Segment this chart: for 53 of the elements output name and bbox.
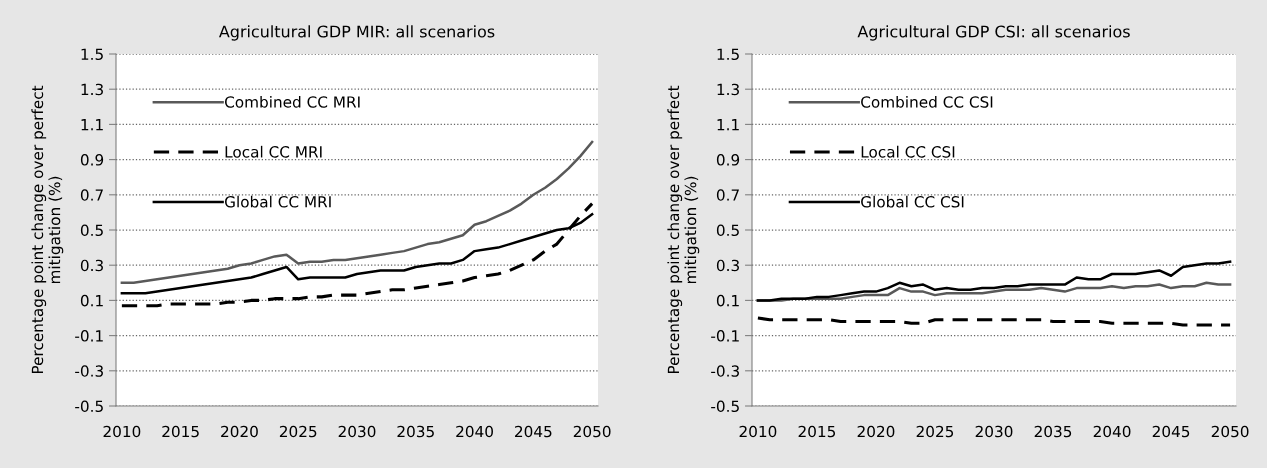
y-tick-label: 0.1 [716,294,739,307]
x-tick-label: 2010 [103,425,141,438]
x-tick-label: 2015 [162,425,199,438]
x-tick-label: 2040 [456,425,493,438]
x-tick-label: 2020 [857,425,895,438]
line-series [756,260,1232,302]
x-tick-label: 2035 [1034,425,1072,438]
y-tick-label: 0.3 [80,259,103,272]
legend-label: Global CC MRI [224,195,331,208]
x-tick-label: 2045 [1152,425,1190,438]
y-tick-label: -0.1 [711,330,739,342]
legend-label: Local CC CSI [861,145,955,158]
x-tick-label: 2050 [1211,425,1249,438]
chart-title: Agricultural GDP MIR: all scenarios [218,25,495,41]
y-tick-label: -0.3 [75,365,103,377]
x-tick-label: 2045 [515,425,552,438]
x-tick-label: 2020 [221,425,258,438]
y-tick-label: -0.1 [75,330,103,342]
x-tick-label: 2015 [798,425,836,438]
y-tick-label: 0.9 [716,154,740,166]
x-tick-label: 2010 [739,425,777,438]
y-tick-label: 1.5 [81,48,103,61]
line-series [756,316,1232,327]
x-tick-label: 2025 [279,425,317,438]
y-tick-label: 1.1 [81,119,103,131]
legend-label: Local CC MRI [225,145,322,158]
y-tick-label: -0.3 [711,365,739,377]
y-tick-label: 1.3 [81,83,103,96]
x-tick-label: 2050 [573,425,611,438]
line-series [120,140,594,285]
y-tick-label: 0.5 [80,224,103,237]
y-axis-title: Percentage point change over perfect mitigation (%) [31,85,64,374]
x-tick-label: 2030 [975,425,1013,438]
legend-label: Combined CC CSI [861,95,993,108]
legend-label: Global CC CSI [861,195,964,208]
chart-title: Agricultural GDP CSI: all scenarios [857,25,1130,41]
y-tick-label: -0.5 [711,400,739,413]
x-tick-label: 2030 [338,425,376,438]
y-tick-label: 0.9 [80,154,104,166]
y-tick-label: 0.7 [716,189,739,201]
y-tick-label: 0.7 [80,189,103,201]
y-tick-label: 0.5 [716,224,739,237]
y-tick-label: 1.1 [717,119,739,131]
x-tick-label: 2040 [1093,425,1131,438]
y-tick-label: 1.5 [717,48,739,61]
legend-label: Combined CC MRI [224,95,360,108]
y-axis-title: Percentage point change over perfect mitigation (%) [667,85,700,374]
x-tick-label: 2025 [916,425,954,438]
x-tick-label: 2035 [397,425,434,438]
y-tick-label: 0.3 [716,259,739,272]
y-tick-label: 0.1 [80,294,103,307]
y-tick-label: -0.5 [75,400,103,413]
y-tick-label: 1.3 [717,83,739,96]
